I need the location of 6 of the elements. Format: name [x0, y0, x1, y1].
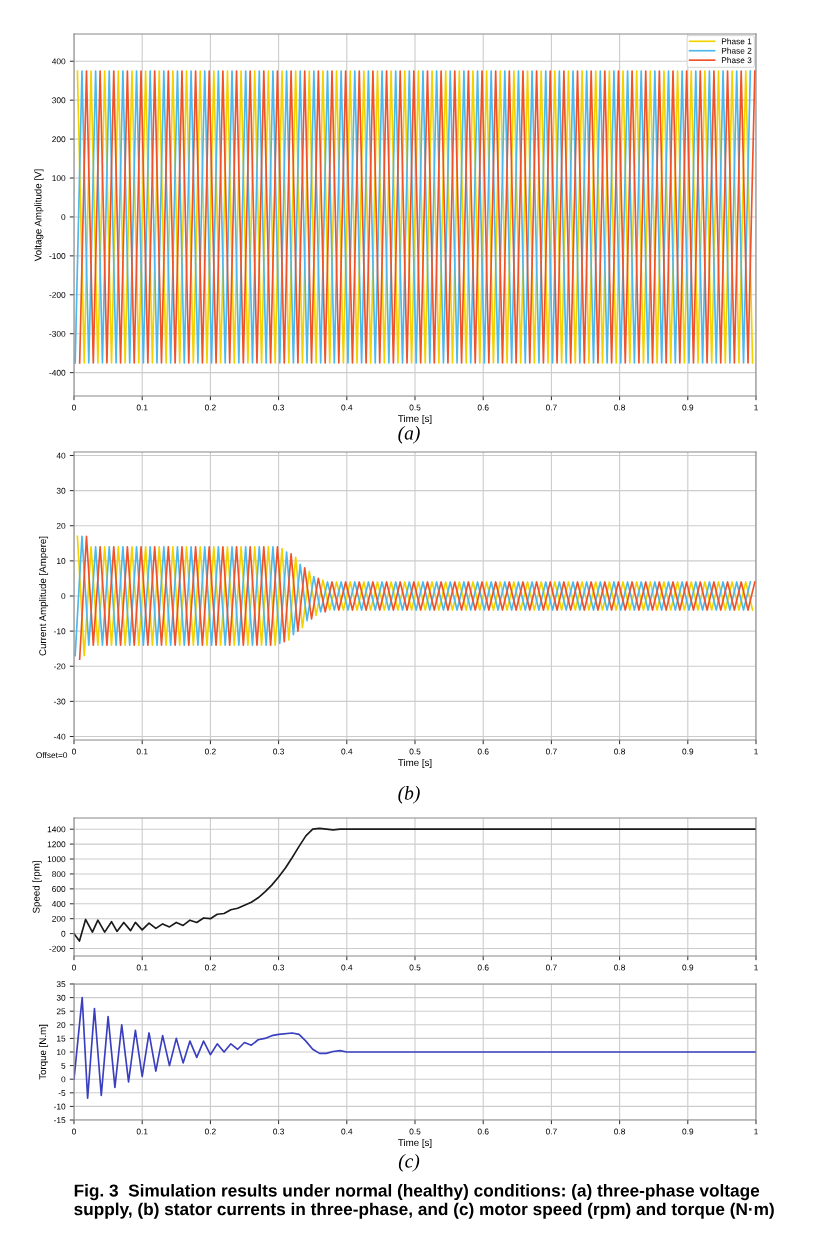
text: (c): [398, 1154, 420, 1172]
line-series: [74, 827, 756, 942]
text: (b): [398, 786, 420, 804]
line-series: [74, 996, 756, 1100]
caption: Fig. 3 Simulation results under normal (healthy) conditions: (a) three-phase voltage supply, (b) stator currents in three-phase, and (c) motor speed (rpm) and torque (N·m): [74, 1184, 774, 1219]
text: (a): [398, 426, 420, 444]
